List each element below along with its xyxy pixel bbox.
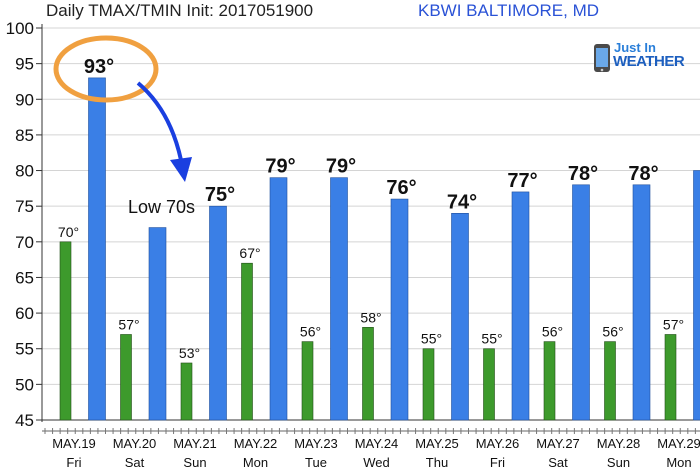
tmax-label: 76° <box>386 177 416 199</box>
arrow-head <box>170 157 192 182</box>
tmax-label: 79° <box>265 156 295 178</box>
tmax-label: 93° <box>84 56 114 78</box>
y-tick-label: 50 <box>15 375 34 394</box>
tmax-bar <box>148 227 167 421</box>
y-tick-label: 80 <box>15 162 34 181</box>
tmax-label: 77° <box>507 170 537 192</box>
logo-text-bottom: WEATHER <box>613 53 685 70</box>
tmin-bar <box>180 362 193 421</box>
date-label: MAY.24 <box>355 436 399 451</box>
tmin-bar <box>604 341 616 421</box>
y-tick-label: 95 <box>15 55 34 74</box>
weekday-label: Wed <box>363 455 390 469</box>
y-tick-label: 85 <box>15 126 34 145</box>
tmax-bar <box>511 191 530 421</box>
weekday-label: Sat <box>548 455 568 469</box>
y-tick-label: 60 <box>15 304 34 323</box>
weekday-label: Thu <box>426 455 448 469</box>
y-tick-label: 55 <box>15 340 34 359</box>
weekday-label: Sun <box>183 455 206 469</box>
weekday-label: Mon <box>666 455 691 469</box>
logo-text-top: Just In <box>614 40 656 55</box>
weekday-label: Fri <box>66 455 81 469</box>
tmax-bar <box>572 184 590 421</box>
tmin-label: 70° <box>58 224 79 240</box>
trend-arrow <box>136 81 183 161</box>
tmax-bar <box>390 198 409 421</box>
tmin-bar <box>543 341 556 421</box>
date-label: MAY.25 <box>415 436 459 451</box>
tmax-bar <box>330 177 348 421</box>
weekday-label: Fri <box>490 455 505 469</box>
tmin-bar <box>120 334 132 421</box>
tmin-bar <box>362 327 374 421</box>
date-label: MAY.28 <box>597 436 641 451</box>
tmin-bar <box>241 262 253 421</box>
y-tick-label: 75 <box>15 197 34 216</box>
tmin-label: 57° <box>118 316 139 332</box>
y-tick-label: 100 <box>6 19 34 38</box>
y-tick-label: 65 <box>15 268 34 287</box>
tmax-bar <box>632 184 651 421</box>
low-70s-annotation: Low 70s <box>128 197 196 217</box>
tmax-label: 74° <box>447 191 477 213</box>
y-tick-label: 90 <box>15 90 34 109</box>
tmin-label: 56° <box>602 324 623 340</box>
y-tick-label: 45 <box>15 411 34 430</box>
date-label: MAY.27 <box>536 436 580 451</box>
tmin-bar <box>59 241 72 421</box>
weekday-label: Mon <box>243 455 268 469</box>
tmax-bar <box>269 177 288 421</box>
tmax-label: 79° <box>326 156 356 178</box>
tmin-label: 67° <box>239 245 260 261</box>
tmin-label: 58° <box>360 309 381 325</box>
tmin-label: 55° <box>481 331 502 347</box>
tmin-bar <box>422 348 435 421</box>
weekday-label: Sat <box>125 455 145 469</box>
tmin-label: 57° <box>663 316 684 332</box>
tmax-label: 75° <box>205 184 235 206</box>
date-label: MAY.29 <box>657 436 700 451</box>
chart-title: Daily TMAX/TMIN Init: 2017051900 <box>46 1 314 20</box>
date-label: MAY.21 <box>173 436 217 451</box>
tmin-label: 56° <box>542 324 563 340</box>
tmax-bar <box>451 213 469 421</box>
weekday-label: Sun <box>607 455 630 469</box>
highlight-circle <box>53 35 159 103</box>
just-in-weather-logo-icon <box>594 44 610 72</box>
date-label: MAY.22 <box>234 436 278 451</box>
tmax-bar <box>209 205 227 421</box>
tmax-label: 78° <box>568 163 598 185</box>
tmin-label: 55° <box>421 331 442 347</box>
tmin-bar <box>483 348 495 421</box>
y-tick-label: 70 <box>15 233 34 252</box>
tmin-label: 56° <box>300 324 321 340</box>
tmax-bar <box>693 170 700 421</box>
tmax-label: 78° <box>628 163 658 185</box>
tmin-bar <box>664 334 677 421</box>
date-label: MAY.23 <box>294 436 338 451</box>
weekday-label: Tue <box>305 455 327 469</box>
tmin-label: 53° <box>179 345 200 361</box>
date-label: MAY.20 <box>113 436 157 451</box>
date-label: MAY.19 <box>52 436 96 451</box>
tmax-bar <box>88 77 106 421</box>
station-label: KBWI BALTIMORE, MD <box>418 1 600 20</box>
tmin-bar <box>301 341 314 421</box>
date-label: MAY.26 <box>476 436 520 451</box>
